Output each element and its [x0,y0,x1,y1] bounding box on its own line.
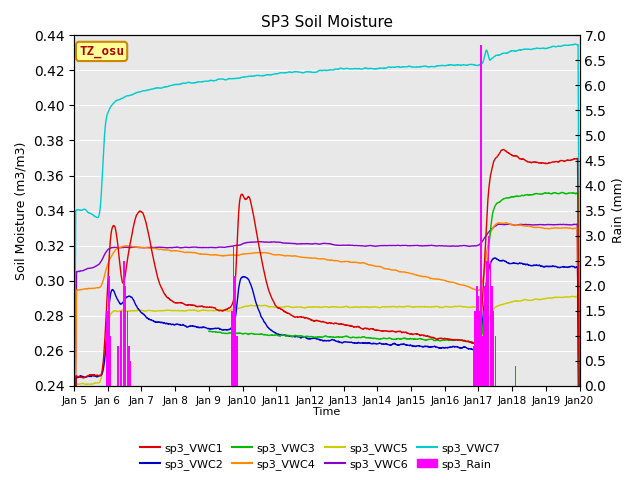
Bar [481,336,483,386]
Bar [515,366,516,386]
Bar [106,311,108,386]
Bar [231,311,232,386]
Bar [474,311,476,386]
Bar [108,276,109,386]
Bar [117,346,118,386]
Bar [120,311,122,386]
Title: SP3 Soil Moisture: SP3 Soil Moisture [261,15,393,30]
Bar [484,286,486,386]
Legend: sp3_VWC1, sp3_VWC2, sp3_VWC3, sp3_VWC4, sp3_VWC5, sp3_VWC6, sp3_VWC7, sp3_Rain: sp3_VWC1, sp3_VWC2, sp3_VWC3, sp3_VWC4, … [136,438,504,474]
Bar [486,261,488,386]
Bar [236,336,237,386]
Y-axis label: Soil Moisture (m3/m3): Soil Moisture (m3/m3) [15,142,28,280]
Bar [491,286,493,386]
Bar [127,311,128,386]
Text: TZ_osu: TZ_osu [79,45,124,58]
Bar [479,311,481,386]
Bar [130,361,131,386]
Bar [109,336,111,386]
X-axis label: Time: Time [313,407,340,417]
Bar [493,311,494,386]
Bar [495,336,496,386]
Bar [481,45,482,386]
Bar [125,286,126,386]
Bar [473,346,474,386]
Bar [128,346,130,386]
Bar [123,261,125,386]
Bar [476,286,477,386]
Bar [234,276,236,386]
Bar [490,261,491,386]
Y-axis label: Rain (mm): Rain (mm) [612,178,625,243]
Bar [483,311,484,386]
Bar [488,236,490,386]
Bar [233,246,234,386]
Bar [477,296,479,386]
